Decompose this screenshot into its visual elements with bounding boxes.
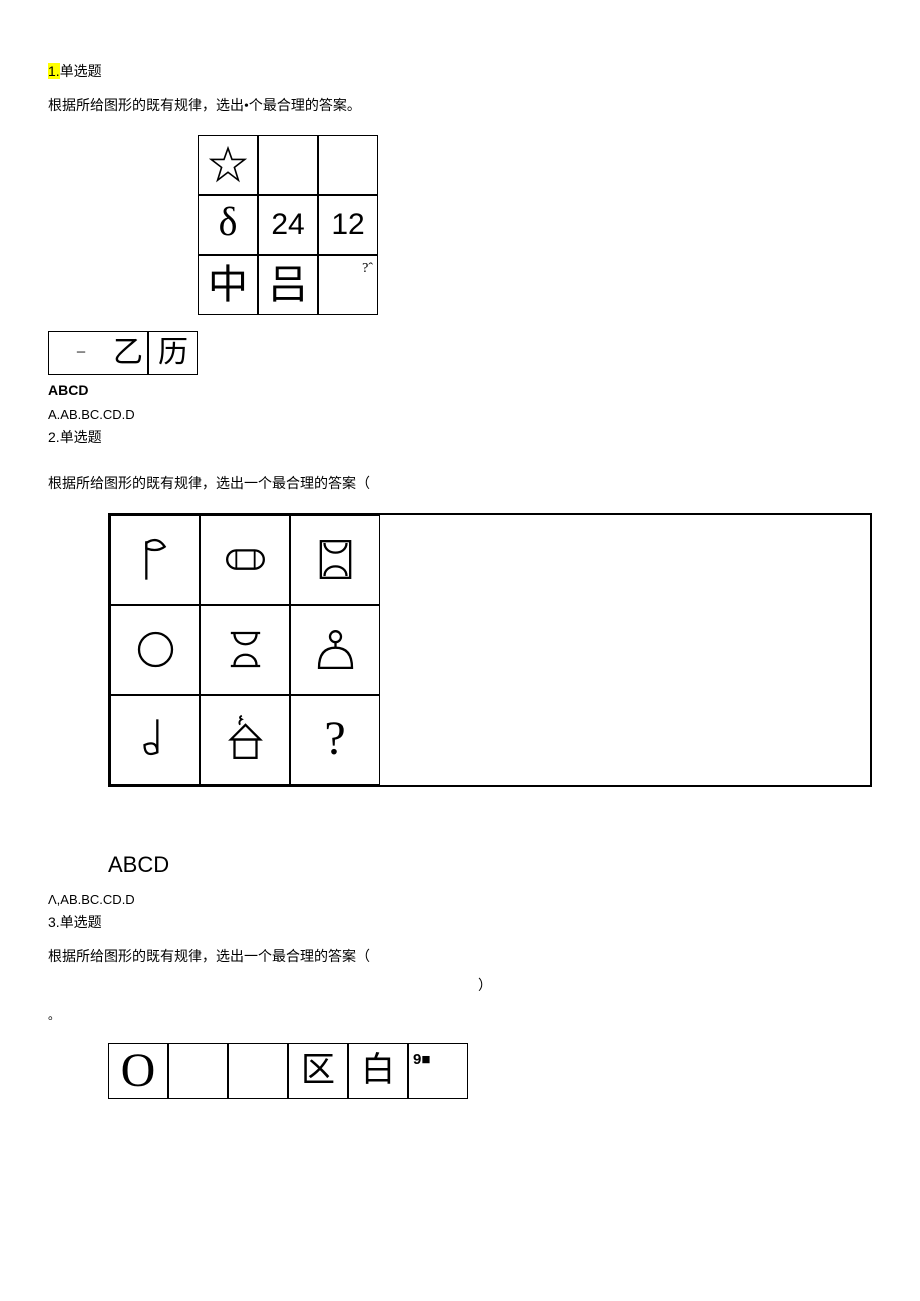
q2-type: 单选题 (60, 431, 102, 446)
q2-figure-wrap: ? (108, 513, 872, 787)
q1-abcd-label: ABCD (48, 379, 872, 401)
q1-cell-r2c1: δ (198, 195, 258, 255)
q3-type: 单选题 (60, 916, 102, 931)
q1-r3c3-mark: ?ˆ (362, 258, 373, 280)
q2-cell-r3c3: ? (290, 695, 380, 785)
q1-ans1-char: 乙 (113, 329, 143, 377)
q1-cell-r1c1 (198, 135, 258, 195)
q1-ans1-dash: − (76, 338, 86, 367)
star-outline-icon (208, 145, 248, 185)
q1-options-line: A.AB.BC.CD.D (48, 405, 872, 426)
question-2: 2.单选题 根据所给图形的既有规律，选出一个最合理的答案（ (48, 426, 872, 911)
q1-cell-r2c3: 12 (318, 195, 378, 255)
q1-cell-r3c1: 中 (198, 255, 258, 315)
q2-cell-r1c3 (290, 515, 380, 605)
q2-header: 2.单选题 (48, 426, 872, 450)
q3-cell-4: 区 (288, 1043, 348, 1099)
q1-header: 1.单选题 (48, 60, 872, 84)
q2-cell-r1c2 (200, 515, 290, 605)
q1-number: 1. (48, 63, 60, 79)
q3-number: 3. (48, 914, 60, 930)
q1-cell-r1c2 (258, 135, 318, 195)
q3-prompt: 根据所给图形的既有规律，选出一个最合理的答案（ (48, 947, 872, 969)
q2-cell-r2c2 (200, 605, 290, 695)
q3-cell-5: 白 (348, 1043, 408, 1099)
q1-figure-grid: δ 24 12 中 吕 ?ˆ (198, 135, 872, 315)
q3-c6-num: 9 (413, 1048, 421, 1072)
q1-cell-r3c3: ?ˆ (318, 255, 378, 315)
dome-figure-icon (308, 622, 363, 677)
question-3: 3.单选题 根据所给图形的既有规律，选出一个最合理的答案（ ） 。 O 区 白 … (48, 911, 872, 1099)
q3-figure-grid: O 区 白 9■ (108, 1043, 872, 1099)
question-1: 1.单选题 根据所给图形的既有规律，选出•个最合理的答案。 δ 24 12 中 … (48, 60, 872, 426)
q1-answers-row: − 乙 历 (48, 331, 872, 375)
q2-cell-r3c2 (200, 695, 290, 785)
q2-number: 2. (48, 429, 60, 445)
q3-c6-square: ■ (421, 1048, 430, 1072)
q2-options-line: Λ,AB.BC.CD.D (48, 890, 872, 911)
q2-cell-r2c3 (290, 605, 380, 695)
q3-cell-2 (168, 1043, 228, 1099)
q3-cell-6: 9■ (408, 1043, 468, 1099)
q2-cell-r2c1 (110, 605, 200, 695)
q1-ans-cell-1: − 乙 (48, 331, 148, 375)
q2-cell-r1c1 (110, 515, 200, 605)
q1-prompt: 根据所给图形的既有规律，选出•个最合理的答案。 (48, 96, 872, 118)
q1-cell-r1c3 (318, 135, 378, 195)
q1-cell-r3c2: 吕 (258, 255, 318, 315)
q3-cell-3 (228, 1043, 288, 1099)
q3-header: 3.单选题 (48, 911, 872, 935)
q3-figure-wrap: O 区 白 9■ (108, 1043, 872, 1099)
hourglass-box-icon (308, 532, 363, 587)
q1-cell-r2c2: 24 (258, 195, 318, 255)
question-mark-icon: ? (324, 701, 345, 778)
q1-type: 单选题 (60, 65, 102, 80)
q1-r2c2-text: 24 (271, 201, 304, 249)
q3-paren-close: ） (478, 976, 872, 998)
flag-icon (128, 532, 183, 587)
q2-abcd-label: ABCD (108, 847, 872, 882)
house-smoke-icon (218, 712, 273, 767)
circle-icon (128, 622, 183, 677)
note-d-icon (128, 712, 183, 767)
q1-ans-cell-2: 历 (148, 331, 198, 375)
q1-r2c3-text: 12 (331, 201, 364, 249)
q2-figure-grid: ? (108, 513, 872, 787)
q2-prompt: 根据所给图形的既有规律，选出一个最合理的答案（ (48, 474, 872, 496)
q3-circle-mark: 。 (48, 1006, 872, 1025)
q2-cell-r3c1 (110, 695, 200, 785)
stadium-icon (218, 532, 273, 587)
q3-cell-1: O (108, 1043, 168, 1099)
hourglass-icon (218, 622, 273, 677)
